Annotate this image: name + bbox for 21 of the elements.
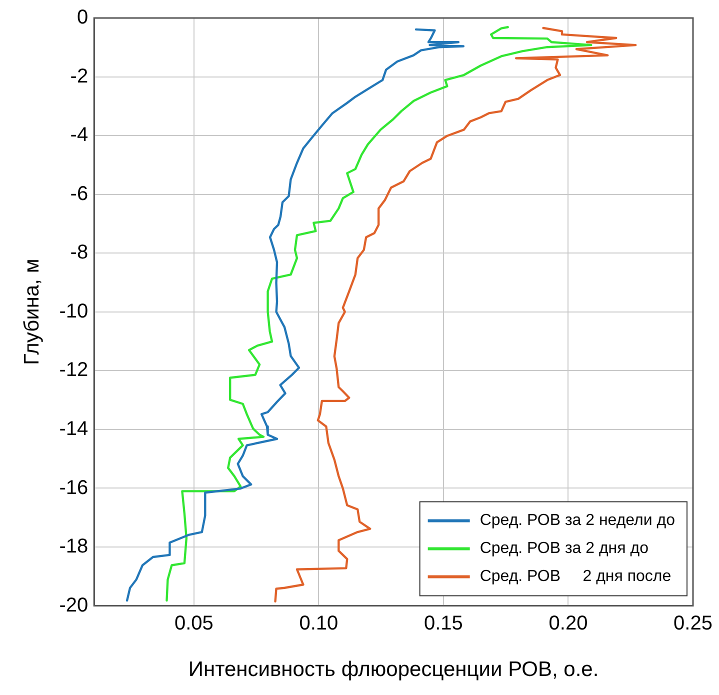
y-tick-label: -8 <box>70 242 88 264</box>
y-tick-label: -20 <box>59 594 88 616</box>
y-tick-label: -6 <box>70 182 88 205</box>
x-tick-label: 0.10 <box>299 612 338 634</box>
y-tick-label: -10 <box>59 300 88 322</box>
x-axis-title: Интенсивность флюоресценции РОВ, о.е. <box>188 658 599 682</box>
y-tick-label: 0 <box>76 6 88 29</box>
x-tick-label: 0.25 <box>674 612 712 634</box>
x-tick-label: 0.05 <box>174 612 214 634</box>
y-tick-label: -2 <box>70 65 88 88</box>
y-tick-label: -4 <box>70 124 88 146</box>
legend-label: Сред. РОВ за 2 дня до <box>480 540 649 558</box>
y-axis-title: Глубина, м <box>20 258 44 366</box>
legend-label: Сред. РОВ за 2 недели до <box>480 512 676 530</box>
x-tick-label: 0.20 <box>548 612 588 634</box>
y-tick-label: -14 <box>59 418 88 440</box>
y-tick-label: -16 <box>59 476 88 499</box>
x-tick-label: 0.15 <box>424 612 463 634</box>
y-tick-label: -18 <box>59 536 88 558</box>
y-tick-label: -12 <box>59 359 88 382</box>
legend-label: Сред. РОВ 2 дня после <box>480 568 672 586</box>
